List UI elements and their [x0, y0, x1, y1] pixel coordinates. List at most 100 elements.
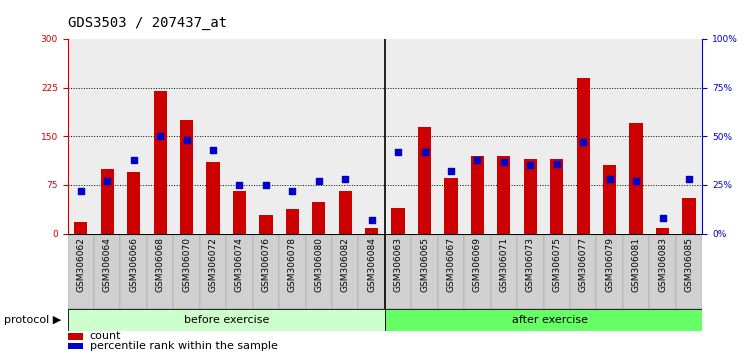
Text: GSM306074: GSM306074 — [235, 238, 244, 292]
Bar — [94, 234, 120, 309]
Point — [524, 162, 536, 168]
Text: GSM306072: GSM306072 — [209, 238, 218, 292]
Text: after exercise: after exercise — [512, 315, 588, 325]
Bar — [101, 169, 114, 234]
Bar — [153, 91, 167, 234]
Point — [207, 147, 219, 153]
Bar — [147, 234, 173, 309]
Bar — [650, 234, 676, 309]
Bar — [68, 234, 94, 309]
Text: GSM306077: GSM306077 — [579, 238, 588, 292]
Text: count: count — [90, 331, 122, 341]
Bar — [74, 222, 87, 234]
Text: percentile rank within the sample: percentile rank within the sample — [90, 341, 278, 351]
Bar — [490, 39, 517, 234]
Point — [550, 161, 562, 166]
Bar — [596, 234, 623, 309]
Bar — [570, 234, 596, 309]
Bar — [207, 162, 219, 234]
Bar — [544, 39, 570, 234]
Bar — [577, 78, 590, 234]
Bar — [517, 234, 544, 309]
Point — [312, 178, 324, 184]
Bar — [412, 234, 438, 309]
Bar — [259, 216, 273, 234]
Text: GSM306082: GSM306082 — [341, 238, 350, 292]
Bar — [200, 234, 226, 309]
Text: GSM306076: GSM306076 — [261, 238, 270, 292]
Text: GSM306062: GSM306062 — [77, 238, 86, 292]
Text: GSM306066: GSM306066 — [129, 238, 138, 292]
Bar — [464, 234, 490, 309]
Point — [101, 178, 113, 184]
Text: GSM306083: GSM306083 — [658, 238, 667, 292]
Bar — [391, 208, 405, 234]
Bar — [517, 39, 544, 234]
Bar — [570, 39, 596, 234]
Bar — [147, 39, 173, 234]
Bar — [173, 39, 200, 234]
Text: GSM306071: GSM306071 — [499, 238, 508, 292]
Bar — [523, 159, 537, 234]
Text: GDS3503 / 207437_at: GDS3503 / 207437_at — [68, 16, 227, 30]
Point — [260, 182, 272, 188]
Bar — [68, 343, 83, 349]
Point — [75, 188, 87, 194]
Point — [366, 217, 378, 223]
Bar — [306, 234, 332, 309]
Point — [286, 188, 298, 194]
Text: protocol ▶: protocol ▶ — [4, 315, 61, 325]
Bar — [233, 192, 246, 234]
Point — [578, 139, 590, 145]
Text: GSM306064: GSM306064 — [103, 238, 112, 292]
Bar — [173, 234, 200, 309]
Bar — [438, 39, 464, 234]
Point — [339, 176, 351, 182]
Bar — [596, 39, 623, 234]
Bar — [656, 228, 669, 234]
Bar — [339, 192, 351, 234]
Bar — [385, 39, 412, 234]
Bar — [226, 39, 252, 234]
Bar — [94, 39, 120, 234]
Point — [418, 149, 430, 155]
Text: before exercise: before exercise — [183, 315, 269, 325]
Bar — [550, 159, 563, 234]
Bar — [412, 39, 438, 234]
Bar — [312, 202, 325, 234]
Bar — [279, 234, 306, 309]
Text: GSM306065: GSM306065 — [420, 238, 429, 292]
Text: GSM306079: GSM306079 — [605, 238, 614, 292]
Bar — [200, 39, 226, 234]
Text: GSM306080: GSM306080 — [314, 238, 323, 292]
Text: GSM306084: GSM306084 — [367, 238, 376, 292]
Bar — [252, 39, 279, 234]
Text: GSM306067: GSM306067 — [447, 238, 456, 292]
Bar — [603, 165, 617, 234]
Bar — [120, 234, 147, 309]
Point — [234, 182, 246, 188]
Bar — [623, 39, 650, 234]
Bar — [68, 309, 385, 331]
Bar — [358, 234, 385, 309]
Point — [656, 215, 668, 221]
Bar — [464, 39, 490, 234]
Point — [128, 157, 140, 162]
Bar — [332, 39, 358, 234]
Bar — [676, 234, 702, 309]
Point — [180, 137, 192, 143]
Bar — [650, 39, 676, 234]
Point — [604, 176, 616, 182]
Bar — [68, 39, 94, 234]
Text: GSM306068: GSM306068 — [155, 238, 164, 292]
Bar — [127, 172, 140, 234]
Bar — [358, 39, 385, 234]
Point — [683, 176, 695, 182]
Bar — [279, 39, 306, 234]
Point — [498, 159, 510, 164]
Bar — [285, 209, 299, 234]
Bar — [676, 39, 702, 234]
Bar — [683, 198, 695, 234]
Bar — [445, 178, 457, 234]
Bar — [385, 234, 412, 309]
